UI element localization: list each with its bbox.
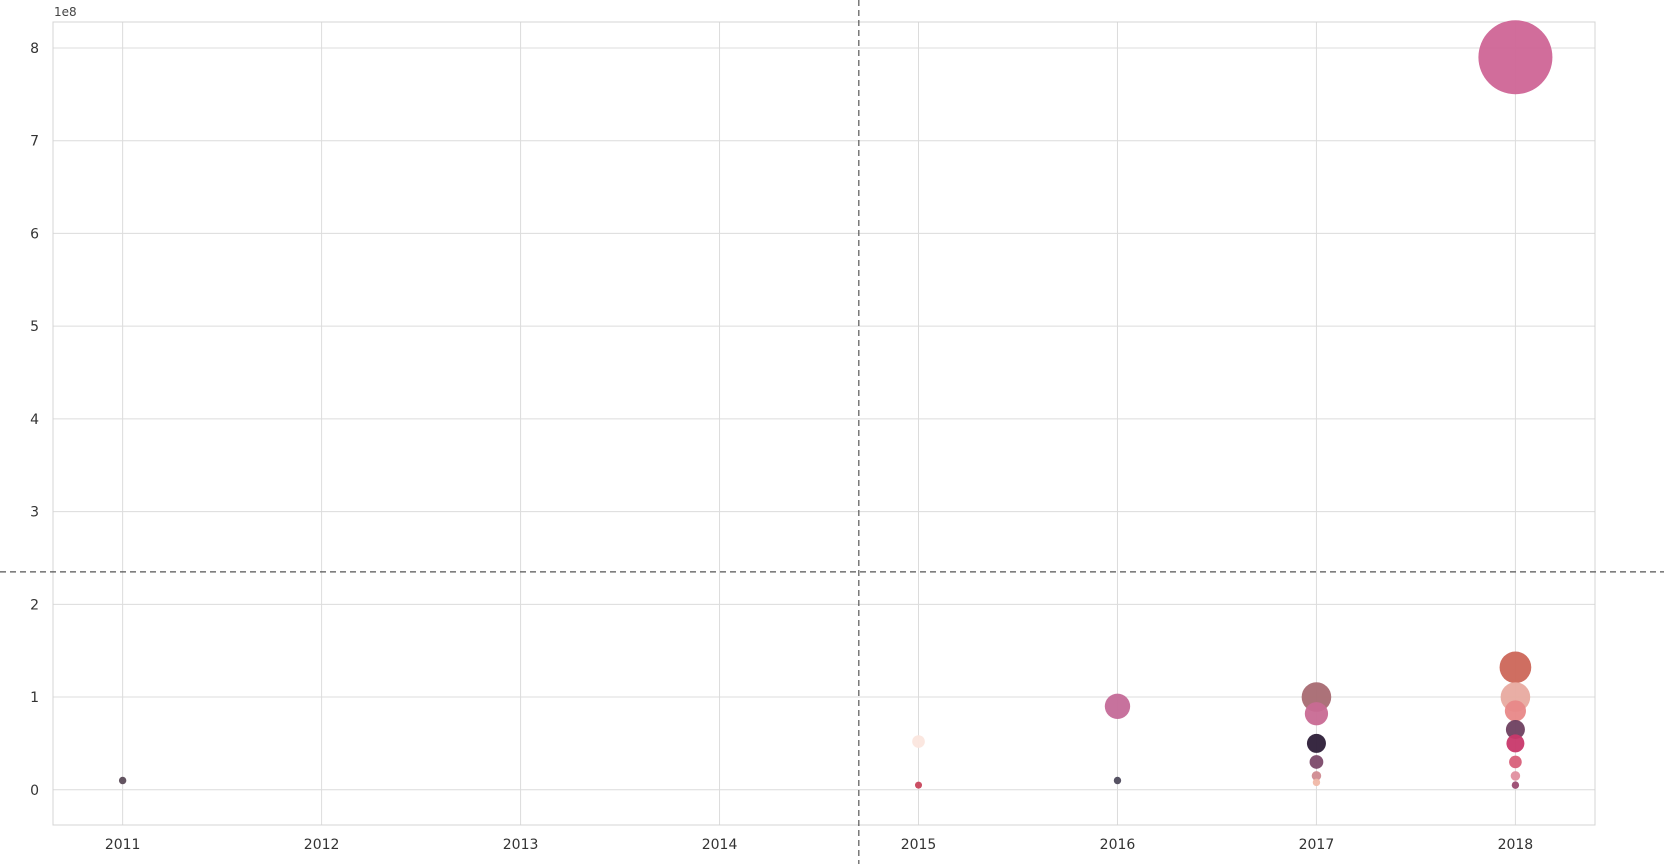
scatter-point <box>1506 734 1525 753</box>
scatter-point <box>1311 771 1322 781</box>
scatter-point <box>1478 20 1553 95</box>
grid-layer <box>53 22 1595 825</box>
x-tick-label: 2016 <box>1100 837 1136 853</box>
y-offset-label: 1e8 <box>54 5 77 19</box>
scatter-point <box>1306 733 1326 753</box>
y-tick-label: 2 <box>30 597 39 613</box>
scatter-point <box>915 781 923 789</box>
points-layer <box>118 20 1553 789</box>
x-tick-label: 2011 <box>105 837 141 853</box>
x-tick-label: 2012 <box>304 837 340 853</box>
scatter-point <box>118 776 127 785</box>
y-tick-label: 5 <box>30 319 39 335</box>
scatter-point <box>1309 755 1324 769</box>
tick-layer: 2011 2012 2013 2014 2015 2016 2017 2018 0 1 2 3 4 5 6 7… <box>30 41 1533 853</box>
scatter-point <box>1505 719 1525 740</box>
y-tick-label: 7 <box>30 134 39 150</box>
scatter-point <box>1504 700 1526 722</box>
plot-frame <box>52 21 1596 826</box>
scatter-point <box>1510 771 1521 781</box>
x-tick-label: 2015 <box>901 837 937 853</box>
scatter-point <box>912 735 925 748</box>
x-tick-label: 2014 <box>702 837 738 853</box>
x-tick-label: 2013 <box>503 837 539 853</box>
scatter-point <box>1312 778 1321 787</box>
scatter-point <box>1104 693 1131 719</box>
y-tick-label: 3 <box>30 505 39 521</box>
scatter-point <box>1301 682 1332 712</box>
x-tick-label: 2018 <box>1498 837 1534 853</box>
scatter-point <box>1499 651 1532 684</box>
scatter-point <box>1509 755 1522 769</box>
y-tick-label: 0 <box>30 783 39 799</box>
scatter-point <box>1113 776 1122 785</box>
y-tick-label: 8 <box>30 41 39 57</box>
y-tick-label: 6 <box>30 226 39 242</box>
x-tick-label: 2017 <box>1299 837 1335 853</box>
y-tick-label: 1 <box>30 690 39 706</box>
y-tick-label: 4 <box>30 412 39 428</box>
scatter-point <box>1511 781 1520 789</box>
scatter-point <box>1304 702 1329 726</box>
